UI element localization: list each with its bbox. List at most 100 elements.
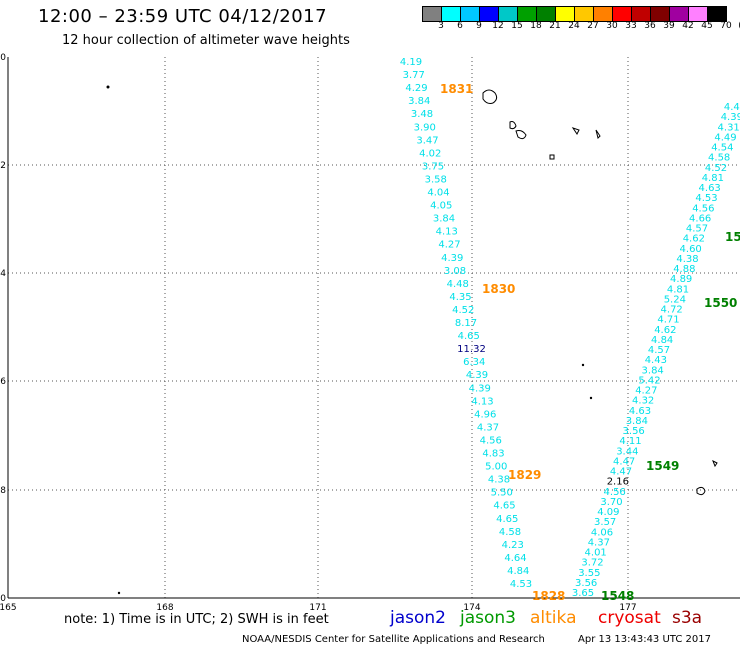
wave-height-value: 4.27	[438, 240, 460, 251]
wave-height-value: 4.63	[629, 406, 651, 417]
color-swatch	[632, 7, 651, 21]
wave-height-value: 4.47	[613, 456, 635, 467]
color-legend-tick-label: 36	[644, 21, 656, 31]
island-dot	[117, 591, 121, 595]
color-legend-tick-label: (ft)	[738, 21, 740, 31]
color-swatch	[689, 7, 708, 21]
color-legend-tick-label: 70	[720, 21, 732, 31]
wave-height-value: 4.38	[676, 254, 698, 265]
wave-height-value: 4.43	[645, 355, 667, 366]
wave-height-value: 4.65	[493, 501, 515, 512]
note-text: note: 1) Time is in UTC; 2) SWH is in fe…	[64, 612, 329, 627]
color-swatch	[556, 7, 575, 21]
island-coastline	[712, 459, 718, 468]
pass-time-label: 15	[725, 230, 740, 244]
satellite-s3a-label: s3a	[672, 608, 703, 628]
wave-height-value: 4.66	[689, 213, 711, 224]
wave-height-value: 4.58	[708, 153, 730, 164]
wave-height-value: 8.17	[455, 318, 477, 329]
wave-height-value: 4.81	[702, 173, 724, 184]
island-coastline	[482, 89, 498, 104]
wave-height-value: 4.52	[705, 163, 727, 174]
satellite-jason2-label: jason2	[390, 608, 446, 628]
wave-height-value: 3.56	[575, 578, 597, 589]
color-legend-tick-label: 18	[530, 21, 542, 31]
wave-height-value: 4.05	[430, 201, 452, 212]
wave-height-value: 4.81	[667, 284, 689, 295]
wave-height-value: 4.57	[648, 345, 670, 356]
wave-height-value: 11.32	[457, 344, 486, 355]
wave-height-value: 3.72	[581, 558, 603, 569]
wave-height-value: 3.48	[411, 109, 433, 120]
color-swatch	[651, 7, 670, 21]
island-coastline	[571, 127, 580, 135]
wave-height-value: 4.88	[673, 264, 695, 275]
wave-height-value: 4.96	[474, 409, 496, 420]
wave-height-value: 3.77	[403, 70, 425, 81]
color-swatch	[518, 7, 537, 21]
pass-time-label: 1550	[704, 296, 737, 310]
wave-height-value: 4.53	[695, 193, 717, 204]
island-dot	[581, 363, 585, 367]
color-swatch	[499, 7, 518, 21]
color-swatch	[575, 7, 594, 21]
lon-tick-label: 177	[619, 603, 636, 613]
wave-height-value: 3.08	[444, 266, 466, 277]
island-dot	[106, 85, 110, 89]
lat-tick-label: -2	[0, 161, 6, 171]
wave-height-value: 3.84	[642, 365, 664, 376]
lon-tick-label: 165	[0, 603, 17, 613]
color-legend-tick-label: 6	[457, 21, 463, 31]
wave-height-value: 4.01	[585, 548, 607, 559]
wave-height-value: 3.84	[408, 96, 430, 107]
wave-height-value: 2.16	[607, 477, 629, 488]
color-swatch	[613, 7, 632, 21]
wave-height-value: 4.09	[597, 507, 619, 518]
pass-time-label: 1831	[440, 82, 473, 96]
wave-height-value: 4.72	[661, 305, 683, 316]
wave-height-value: 3.75	[422, 161, 444, 172]
color-legend-tick-label: 33	[625, 21, 637, 31]
wave-height-value: 4.89	[670, 274, 692, 285]
wave-height-value: 4.31	[718, 122, 740, 133]
color-legend-tick-label: 12	[492, 21, 504, 31]
wave-height-value: 4.53	[510, 579, 532, 590]
wave-height-value: 4.48	[447, 279, 469, 290]
color-legend-tick-label: 9	[476, 21, 482, 31]
wave-height-value: 3.44	[616, 446, 638, 457]
wave-height-value: 4.39	[469, 383, 491, 394]
pass-time-label: 1828	[532, 589, 565, 603]
wave-height-value: 4.56	[480, 435, 502, 446]
color-legend-tick-label: 24	[568, 21, 580, 31]
wave-height-value: 4.57	[686, 224, 708, 235]
wave-height-value: 4.13	[471, 396, 493, 407]
wave-height-value: 4.38	[488, 475, 510, 486]
wave-height-value: 4.65	[458, 331, 480, 342]
color-swatch	[480, 7, 499, 21]
wave-height-value: 5.42	[638, 375, 660, 386]
pass-time-label: 1829	[508, 468, 541, 482]
wave-height-value: 4.49	[714, 132, 736, 143]
color-legend-tick-label: 30	[606, 21, 618, 31]
wave-height-value: 4.27	[635, 386, 657, 397]
wave-height-value: 3.55	[578, 568, 600, 579]
wave-height-value: 6.34	[463, 357, 485, 368]
lat-tick-label: -4	[0, 269, 6, 279]
satellite-jason3-label: jason3	[460, 608, 516, 628]
satellite-cryosat-label: cryosat	[598, 608, 661, 628]
wave-height-value: 3.84	[626, 416, 648, 427]
pass-time-label: 1830	[482, 282, 515, 296]
wave-height-value: 4.52	[452, 305, 474, 316]
color-legend-tick-label: 15	[511, 21, 523, 31]
wave-height-value: 4.58	[499, 527, 521, 538]
wave-height-value: 4.62	[654, 325, 676, 336]
wave-height-value: 3.57	[594, 517, 616, 528]
island-coastline	[515, 130, 527, 140]
island-coastline	[549, 154, 555, 160]
wave-height-value: 3.84	[433, 214, 455, 225]
wave-height-value: 4.29	[405, 83, 427, 94]
wave-height-value: 4.84	[507, 566, 529, 577]
wave-height-value: 4.19	[400, 57, 422, 68]
